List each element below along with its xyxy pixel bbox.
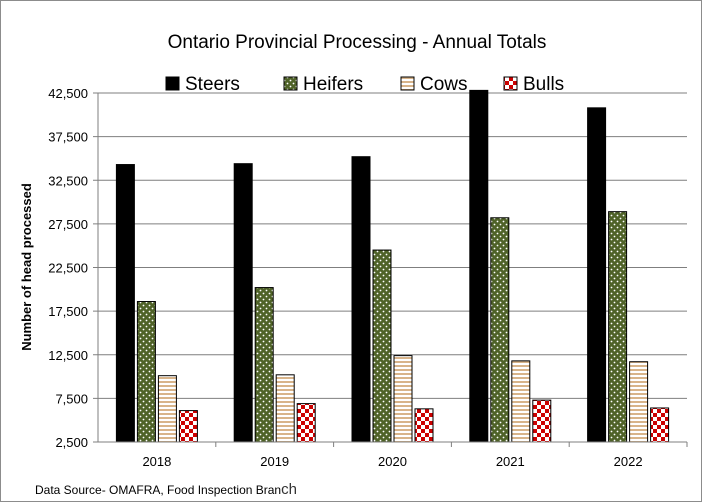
bar-steers-2020 xyxy=(352,157,370,442)
legend-label-heifers: Heifers xyxy=(303,74,363,95)
bar-steers-2019 xyxy=(234,164,252,442)
bar-bulls-2022 xyxy=(651,408,669,442)
y-tick-label: 32,500 xyxy=(48,173,88,188)
y-tick-label: 42,500 xyxy=(48,86,88,101)
bar-cows-2020 xyxy=(394,356,412,442)
y-tick-label: 17,500 xyxy=(48,304,88,319)
x-tick-label: 2020 xyxy=(378,454,407,469)
y-tick-label: 7,500 xyxy=(55,391,88,406)
legend-swatch-bulls xyxy=(504,77,517,90)
legend: Steers Heifers Cows Bulls xyxy=(166,74,564,95)
legend-swatch-cows xyxy=(401,77,414,90)
bar-bulls-2021 xyxy=(533,400,551,442)
bar-group xyxy=(116,90,668,442)
bar-heifers-2018 xyxy=(137,302,155,442)
x-tick-label: 2021 xyxy=(496,454,525,469)
bar-bulls-2020 xyxy=(415,409,433,442)
bar-cows-2019 xyxy=(276,375,294,442)
bar-cows-2018 xyxy=(158,376,176,442)
legend-label-cows: Cows xyxy=(420,74,468,95)
x-tick-label: 2018 xyxy=(142,454,171,469)
x-tick-label: 2019 xyxy=(260,454,289,469)
x-tick-label: 2022 xyxy=(614,454,643,469)
bar-heifers-2020 xyxy=(373,250,391,442)
y-tick-label: 27,500 xyxy=(48,217,88,232)
chart-title: Ontario Provincial Processing - Annual T… xyxy=(168,32,547,53)
y-axis-label: Number of head processed xyxy=(19,183,34,351)
bar-steers-2018 xyxy=(116,165,134,442)
legend-swatch-steers xyxy=(166,77,179,90)
y-tick-label: 22,500 xyxy=(48,261,88,276)
bar-steers-2022 xyxy=(588,108,606,442)
bar-heifers-2019 xyxy=(255,288,273,442)
data-source-note: Data Source- OMAFRA, Food Inspection Bra… xyxy=(35,481,297,498)
chart-svg: Ontario Provincial Processing - Annual T… xyxy=(1,1,701,479)
bar-heifers-2022 xyxy=(609,212,627,442)
bar-bulls-2019 xyxy=(297,404,315,442)
data-source-text: Data Source- OMAFRA, Food Inspection Bra… xyxy=(35,483,281,497)
bar-bulls-2018 xyxy=(179,411,197,442)
bar-steers-2021 xyxy=(470,90,488,442)
legend-swatch-heifers xyxy=(284,77,297,90)
legend-label-steers: Steers xyxy=(185,74,240,95)
y-tick-label: 2,500 xyxy=(55,435,88,450)
y-tick-label: 37,500 xyxy=(48,130,88,145)
legend-label-bulls: Bulls xyxy=(523,74,564,95)
data-source-tail: ch xyxy=(281,481,297,498)
bar-cows-2021 xyxy=(512,361,530,442)
bar-cows-2022 xyxy=(630,362,648,442)
y-tick-label: 12,500 xyxy=(48,348,88,363)
bar-heifers-2021 xyxy=(491,218,509,442)
